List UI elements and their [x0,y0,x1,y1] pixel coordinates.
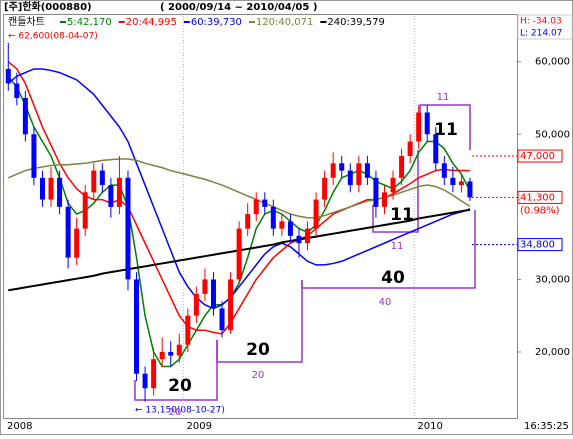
candle-body [347,170,353,186]
candle-body [65,206,71,258]
price-box [517,149,563,163]
candle-body [407,141,413,157]
candle-body [339,163,345,171]
legend-label: 5:42,170 [67,17,112,28]
price-box [517,238,563,252]
candle-body [441,163,447,178]
annotation: 20 [246,340,270,360]
candle-body [57,177,63,207]
candle-body [467,181,473,198]
candle-body [151,359,157,389]
min-note: ← 13,150(08-10-27) [135,406,225,416]
candle-body [125,177,131,280]
candle-body [202,279,208,294]
legend-label: 120:40,071 [256,17,313,28]
annotation: 11 [391,241,404,252]
bracket [134,340,218,401]
legend-label: 60:39,730 [191,17,242,28]
bracket [372,150,419,233]
candle-body [364,163,370,178]
candle-body [305,228,311,244]
candle-body [39,177,45,200]
candle-body [142,373,148,389]
y-tick-label: 50,000 [535,129,570,140]
candle-body [458,181,464,186]
candle-body [22,97,28,135]
candle-body [31,134,37,178]
candle-body [185,315,191,345]
annotation: 20 [168,376,192,396]
candle-body [91,170,97,193]
candle-body [219,308,225,331]
candle-body [116,177,122,207]
candle-body [330,163,336,178]
candle-body [296,235,302,244]
annotation: 40 [379,297,392,308]
candle-body [48,177,54,200]
candle-body [74,228,80,258]
ma-line [7,68,471,310]
x-tick-label: 2008 [7,421,32,432]
price-label: 47,000 [520,151,555,162]
candle-body [313,199,319,229]
annotation: 11 [390,205,414,225]
candle-body [210,279,216,309]
max-note: ← 62,600(08-04-07) [8,32,98,42]
candle-body [236,228,242,280]
candle-body [5,68,11,84]
x-tick-label: 2010 [417,421,442,432]
header: [주]한화(000880) [4,1,92,13]
candle-body [424,112,430,135]
candle-body [253,199,259,215]
period: ( 2000/09/14 ~ 2010/04/05 ) [160,2,317,13]
candle-body [108,185,114,207]
candle-body [159,351,165,360]
price-box [517,190,563,204]
candle-body [390,177,396,193]
candle-body [99,170,105,186]
annotation: 20 [169,407,182,418]
y-tick-label: 60,000 [535,57,570,68]
candle-body [193,293,199,316]
candle-body [450,177,456,186]
high-rate: H: -34.03 [520,17,562,27]
candle-body [262,199,268,207]
candle-body [176,344,182,356]
candle-body [279,221,285,229]
price-label: 41,300 [520,192,555,203]
annotation: 20 [252,370,265,381]
low-rate: L: 214.07 [520,29,562,39]
candle-body [228,279,234,331]
annotation: 40 [381,268,405,288]
candle-body [373,177,379,207]
y-tick-label: 20,000 [535,347,570,358]
candle-body [82,192,88,229]
candle-body [245,214,251,229]
time: 16:35:25 [524,421,569,432]
candle-body [381,192,387,207]
annotation: 11 [434,120,458,140]
chart-label: 캔들차트 [8,16,45,28]
candle-body [134,279,140,374]
candle-body [168,351,174,356]
candle-body [322,177,328,200]
x-tick-label: 2009 [187,421,212,432]
candle-body [287,221,293,236]
candle-body [14,83,20,98]
candle-body [399,156,405,178]
candle-body [416,112,422,142]
price-label: 34,800 [520,240,555,251]
annotation: 11 [437,92,450,103]
candle-body [356,163,362,186]
change-label: (0.98%) [520,205,560,216]
candle-body [433,134,439,164]
legend-label: 20:44,995 [126,17,177,28]
legend-label: 240:39,579 [327,17,384,28]
candle-body [270,206,276,229]
y-tick-label: 30,000 [535,274,570,285]
hl-box [517,14,573,40]
